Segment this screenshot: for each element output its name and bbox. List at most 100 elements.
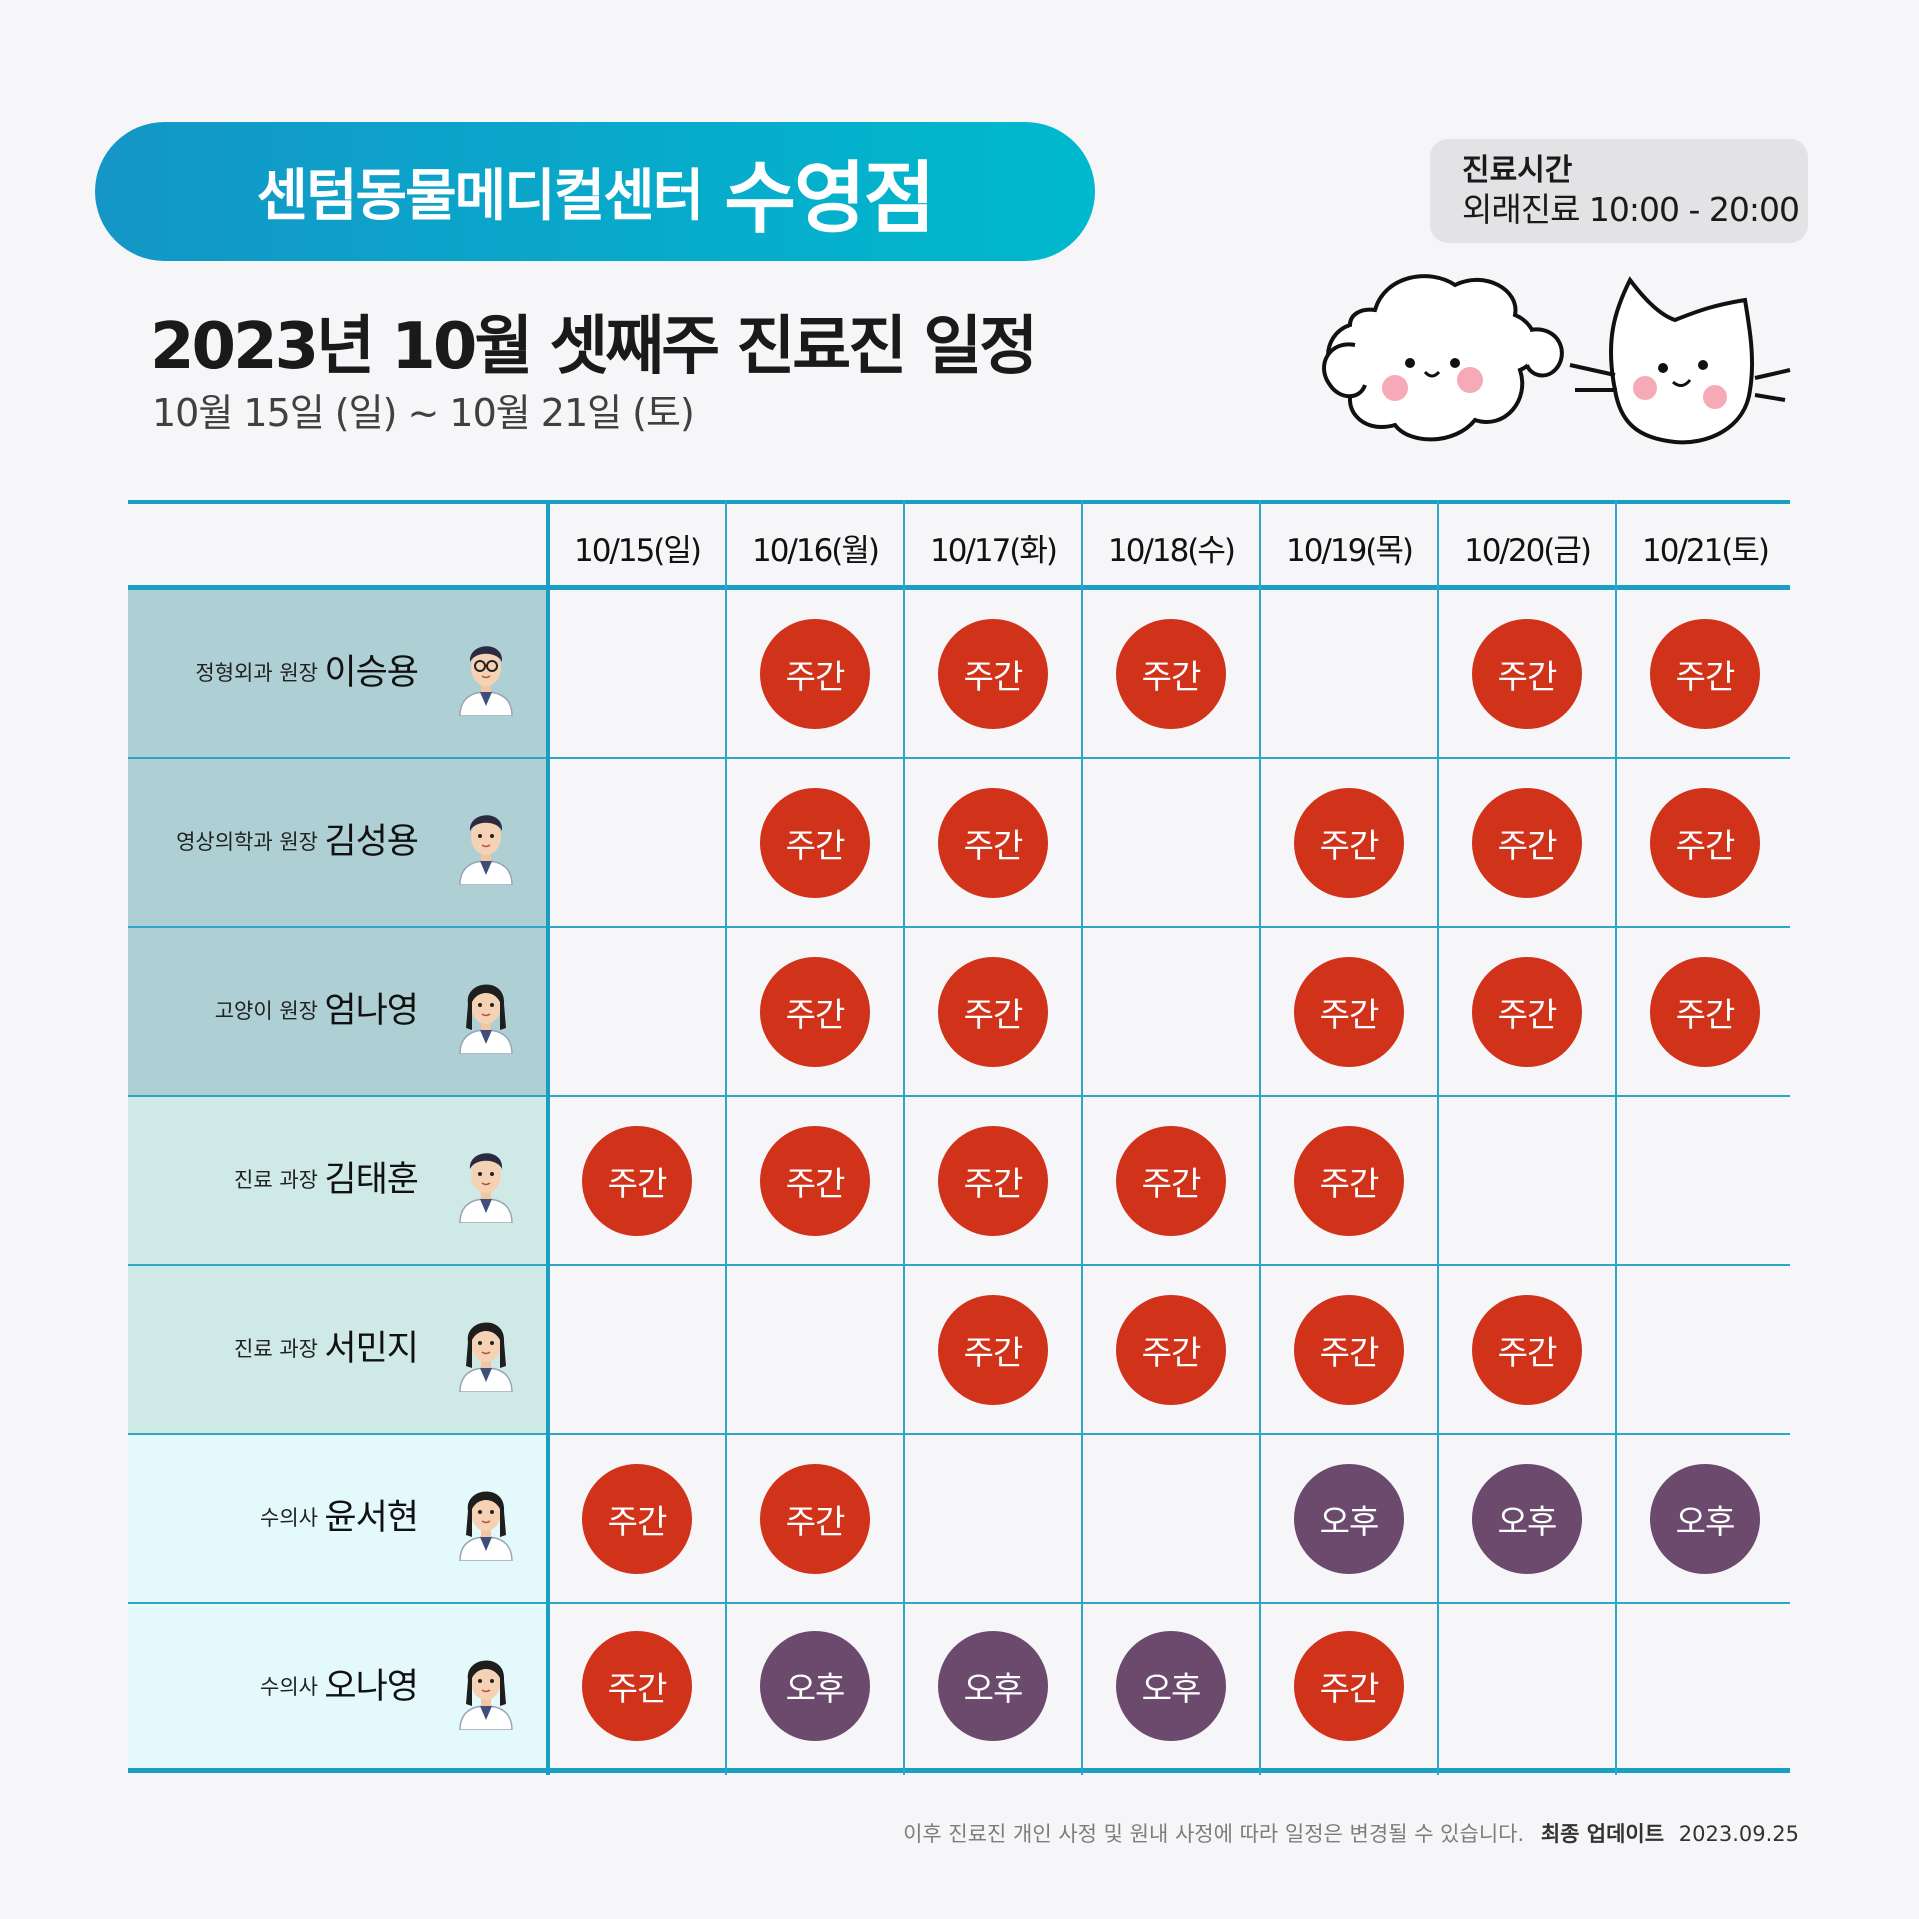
schedule-cell: 오후 xyxy=(904,1604,1082,1768)
branch-name: 수영점 xyxy=(724,153,935,244)
doctor-role: 영상의학과 원장 xyxy=(176,830,318,854)
column-divider xyxy=(1615,500,1617,1775)
footer-notice: 이후 진료진 개인 사정 및 원내 사정에 따라 일정은 변경될 수 있습니다. xyxy=(903,1822,1525,1846)
day-shift-badge: 주간 xyxy=(760,618,870,729)
day-shift-badge: 주간 xyxy=(1472,956,1582,1067)
schedule-cell: 주간 xyxy=(726,1435,904,1602)
day-shift-badge: 주간 xyxy=(1294,956,1404,1067)
male-doctor-glasses-avatar xyxy=(444,632,528,720)
afternoon-shift-badge: 오후 xyxy=(1116,1631,1226,1741)
column-divider xyxy=(903,500,905,1775)
schedule-cell: 오후 xyxy=(1082,1604,1260,1768)
day-header: 10/16(월) xyxy=(751,532,880,569)
day-shift-badge: 주간 xyxy=(1472,618,1582,729)
schedule-cell: 주간 xyxy=(1082,1097,1260,1264)
doctor-label: 진료 과장 김태훈 xyxy=(128,1097,548,1264)
schedule-cell xyxy=(1082,928,1260,1095)
schedule-cell: 오후 xyxy=(726,1604,904,1768)
male-doctor-avatar xyxy=(444,1139,528,1227)
schedule-cell: 주간 xyxy=(904,928,1082,1095)
table-row: 고양이 원장 엄나영 주간 주간 주간 주간 주간 xyxy=(128,928,1790,1097)
doctor-label: 영상의학과 원장 김성용 xyxy=(128,759,548,926)
schedule-cell xyxy=(1082,759,1260,926)
female-doctor-avatar xyxy=(444,970,528,1058)
afternoon-shift-badge: 오후 xyxy=(938,1631,1048,1741)
column-divider xyxy=(1437,500,1439,1775)
doctor-role: 수의사 xyxy=(260,1506,318,1530)
table-row: 수의사 윤서현 주간 주간 오후 오후 오후 xyxy=(128,1435,1790,1604)
schedule-cell: 주간 xyxy=(1082,590,1260,757)
day-shift-badge: 주간 xyxy=(938,1294,1048,1405)
schedule-cell: 주간 xyxy=(726,759,904,926)
day-shift-badge: 주간 xyxy=(1650,956,1760,1067)
day-shift-badge: 주간 xyxy=(1294,787,1404,898)
schedule-cell: 주간 xyxy=(1616,590,1794,757)
column-divider xyxy=(1259,500,1261,1775)
doctor-name: 오나영 xyxy=(324,1667,419,1707)
schedule-cell xyxy=(904,1435,1082,1602)
hospital-title-banner: 센텀동물메디컬센터 수영점 xyxy=(95,122,1095,261)
schedule-cell xyxy=(1438,1604,1616,1768)
dog-icon xyxy=(1322,274,1564,442)
update-label: 최종 업데이트 xyxy=(1540,1822,1665,1846)
day-shift-badge: 주간 xyxy=(760,956,870,1067)
schedule-cell: 주간 xyxy=(1260,1097,1438,1264)
schedule-cell xyxy=(548,1266,726,1433)
schedule-cell: 주간 xyxy=(726,1097,904,1264)
schedule-cell: 주간 xyxy=(726,928,904,1095)
afternoon-shift-badge: 오후 xyxy=(1472,1463,1582,1574)
doctor-name: 김성용 xyxy=(324,822,419,862)
schedule-cell xyxy=(548,928,726,1095)
schedule-cell: 주간 xyxy=(904,1266,1082,1433)
day-shift-badge: 주간 xyxy=(1472,787,1582,898)
doctor-role: 진료 과장 xyxy=(234,1337,318,1361)
schedule-cell: 주간 xyxy=(1438,759,1616,926)
female-vet-avatar xyxy=(444,1646,528,1734)
female-vet-avatar xyxy=(444,1477,528,1565)
schedule-cell: 주간 xyxy=(726,590,904,757)
day-shift-badge: 주간 xyxy=(760,787,870,898)
doctor-name: 윤서현 xyxy=(324,1498,419,1538)
schedule-cell: 주간 xyxy=(1438,1266,1616,1433)
day-shift-badge: 주간 xyxy=(1650,618,1760,729)
schedule-cell xyxy=(1616,1604,1794,1768)
table-row: 진료 과장 서민지 주간 주간 주간 주간 xyxy=(128,1266,1790,1435)
male-doctor-avatar xyxy=(444,801,528,889)
doctor-label: 정형외과 원장 이승용 xyxy=(128,590,548,757)
column-divider xyxy=(725,500,727,1775)
cat-icon xyxy=(1569,276,1791,445)
day-shift-badge: 주간 xyxy=(1294,1125,1404,1236)
date-range: 10월 15일 (일) ~ 10월 21일 (토) xyxy=(152,391,695,435)
doctor-name: 김태훈 xyxy=(324,1160,419,1200)
schedule-cell: 주간 xyxy=(1616,759,1794,926)
table-row: 진료 과장 김태훈 주간 주간 주간 주간 주간 xyxy=(128,1097,1790,1266)
schedule-cell: 주간 xyxy=(1616,928,1794,1095)
day-shift-badge: 주간 xyxy=(1472,1294,1582,1405)
schedule-cell: 주간 xyxy=(1260,928,1438,1095)
column-divider xyxy=(1081,500,1083,1775)
day-shift-badge: 주간 xyxy=(938,787,1048,898)
page-title: 2023년 10월 셋째주 진료진 일정 xyxy=(150,310,1038,384)
schedule-cell: 주간 xyxy=(1438,590,1616,757)
schedule-cell: 주간 xyxy=(1260,1266,1438,1433)
doctor-label: 수의사 오나영 xyxy=(128,1604,548,1768)
day-shift-badge: 주간 xyxy=(1116,1294,1226,1405)
schedule-cell xyxy=(1616,1266,1794,1433)
female-doctor-long-hair-avatar xyxy=(444,1308,528,1396)
day-shift-badge: 주간 xyxy=(1116,618,1226,729)
schedule-cell: 주간 xyxy=(548,1435,726,1602)
day-shift-badge: 주간 xyxy=(938,1125,1048,1236)
afternoon-shift-badge: 오후 xyxy=(1650,1463,1760,1574)
table-header-row: 10/15(일) 10/16(월) 10/17(화) 10/18(수) 10/19(목)… xyxy=(128,500,1790,590)
doctor-label: 고양이 원장 엄나영 xyxy=(128,928,548,1095)
schedule-cell xyxy=(1438,1097,1616,1264)
schedule-cell xyxy=(1260,590,1438,757)
clinic-hours-value: 외래진료 10:00 - 20:00 xyxy=(1462,190,1800,229)
day-shift-badge: 주간 xyxy=(1294,1294,1404,1405)
day-header: 10/18(수) xyxy=(1107,532,1236,569)
schedule-cell: 오후 xyxy=(1260,1435,1438,1602)
doctor-role: 수의사 xyxy=(260,1675,318,1699)
schedule-cell xyxy=(548,759,726,926)
day-shift-badge: 주간 xyxy=(760,1463,870,1574)
doctor-name: 이승용 xyxy=(324,653,419,693)
